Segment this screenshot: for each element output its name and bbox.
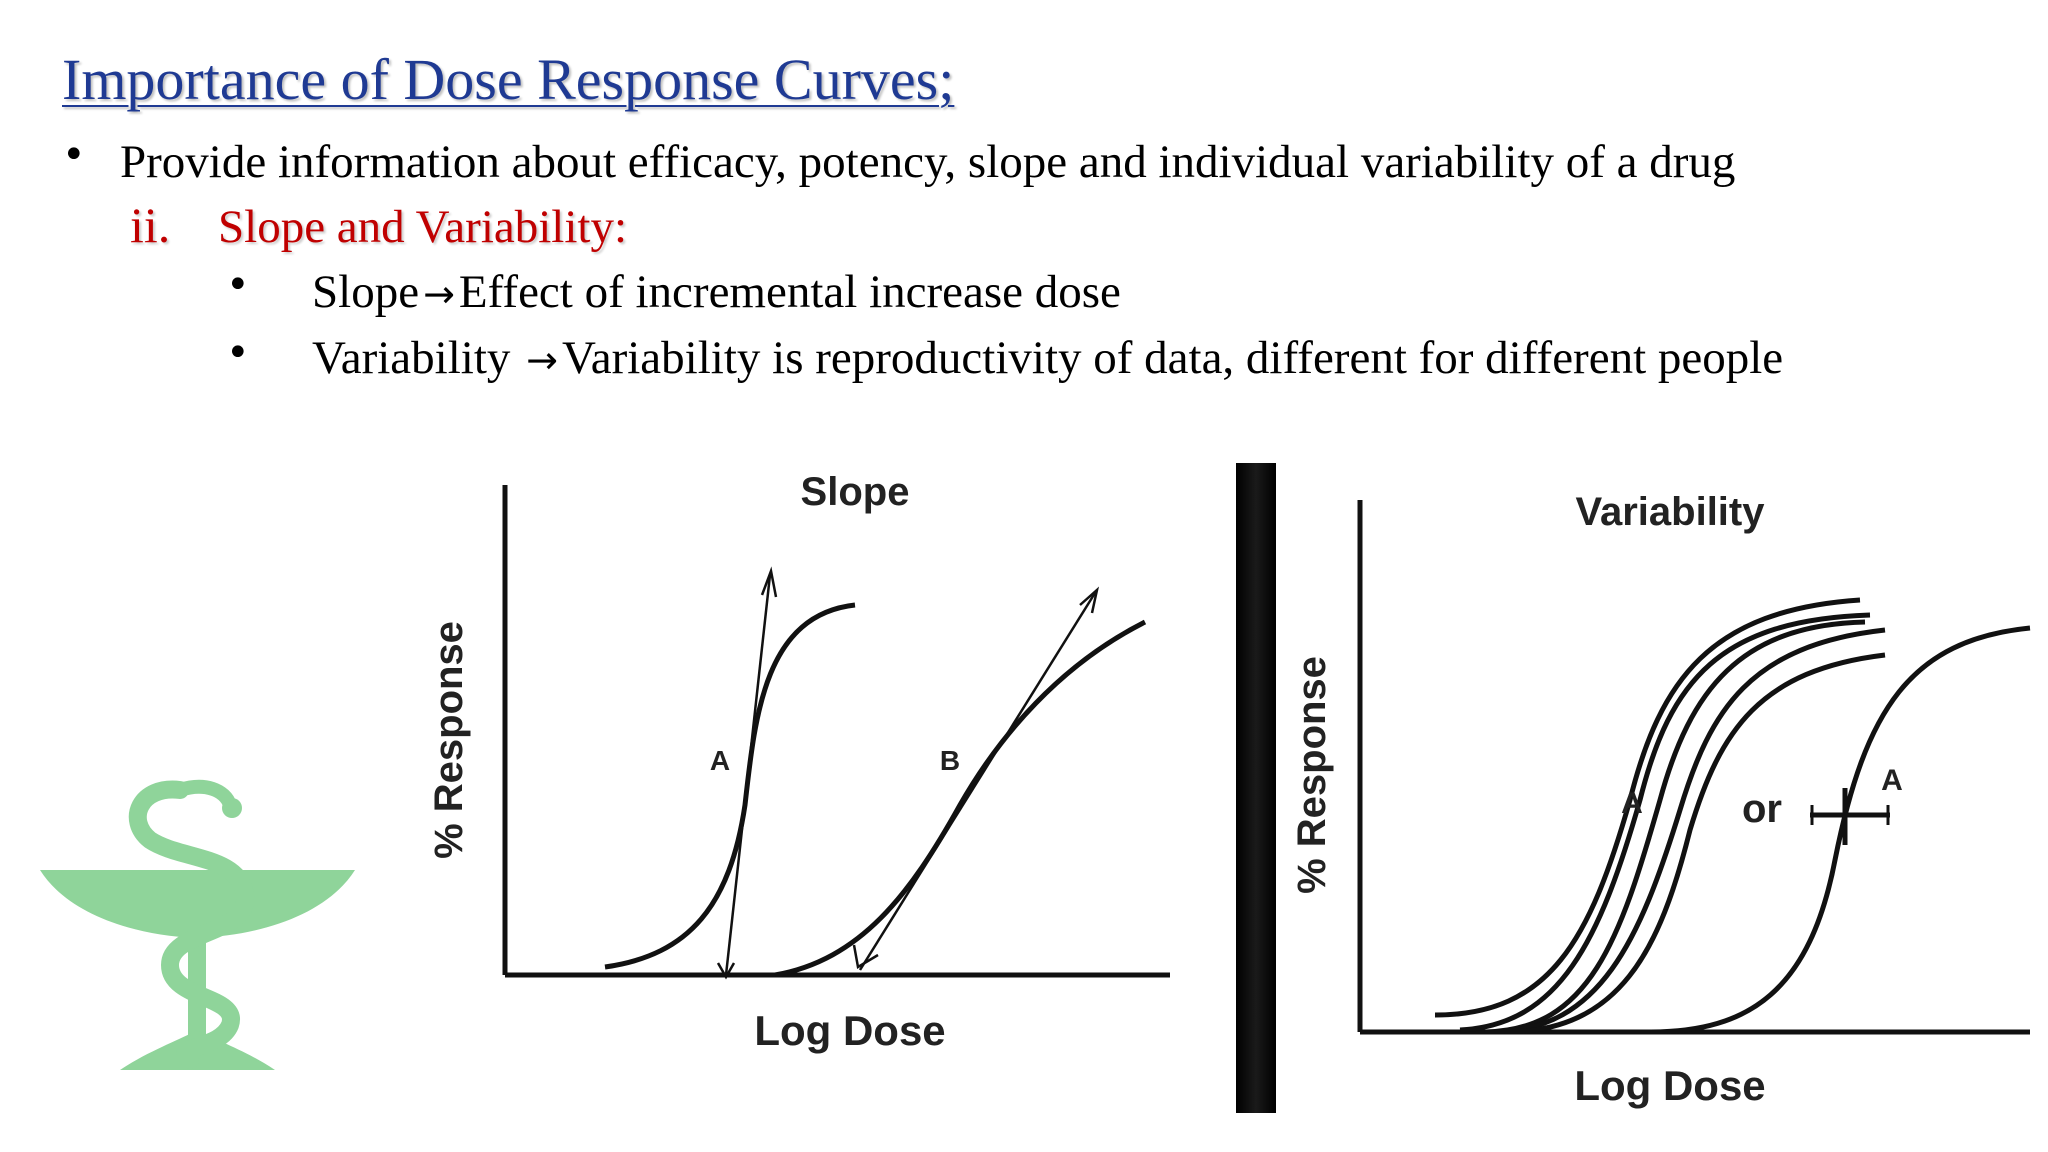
- curve-a-5: [1504, 652, 1886, 1035]
- right-arrow-icon: →: [423, 272, 455, 316]
- curve-a-4: [1494, 627, 1886, 1035]
- slope-definition: Effect of incremental increase dose: [458, 266, 1121, 318]
- sub-bullet-slope: Slope →Effect of incremental increase dos…: [312, 264, 1121, 322]
- slope-ylabel: % Response: [427, 621, 471, 859]
- figure-divider: [1236, 463, 1276, 1113]
- tangent-b: [858, 592, 1097, 971]
- variability-ylabel: % Response: [1290, 656, 1334, 894]
- variability-title: Variability: [1576, 490, 1766, 534]
- right-arrow-icon: →: [526, 338, 558, 382]
- curve-shifted: [1649, 625, 2031, 1035]
- slope-term: Slope: [312, 266, 420, 318]
- curve-a-2: [1459, 612, 1871, 1033]
- slope-figure: Slope % Response Log Dose A B: [427, 470, 1170, 1054]
- slide-title: Importance of Dose Response Curves;: [62, 47, 955, 112]
- variability-curve-a2-label: A: [1881, 764, 1903, 797]
- curve-a-1: [1434, 597, 1861, 1018]
- sub-bullet-variability: Variability →Variability is reproductivi…: [312, 330, 1783, 388]
- curve-b: [774, 619, 1147, 978]
- subheading-number: ii.: [130, 197, 171, 253]
- curve-a-label: A: [710, 745, 730, 776]
- variability-term: Variability: [312, 332, 511, 384]
- bullet-text-main: Provide information about efficacy, pote…: [120, 136, 1736, 188]
- variability-curve-a-label: A: [1621, 787, 1643, 820]
- variability-definition: Variability is reproductivity of data, d…: [562, 332, 1784, 384]
- curve-a-3: [1484, 619, 1866, 1035]
- tangent-a: [724, 574, 772, 976]
- slope-xlabel: Log Dose: [754, 1007, 945, 1054]
- or-label: or: [1742, 787, 1782, 831]
- bullet-dot-icon: •: [226, 262, 250, 308]
- bowl-of-hygieia-icon: [40, 779, 355, 1070]
- slope-title: Slope: [801, 470, 910, 514]
- variability-xlabel: Log Dose: [1574, 1062, 1765, 1109]
- bullet-dot-icon: •: [226, 330, 250, 376]
- variability-figure: Variability % Response Log Dose A or A: [1290, 490, 2031, 1109]
- subheading-text: Slope and Variability:: [218, 201, 628, 253]
- curve-a: [604, 602, 856, 970]
- bullet-dot-icon: •: [62, 132, 86, 178]
- curve-b-label: B: [940, 745, 960, 776]
